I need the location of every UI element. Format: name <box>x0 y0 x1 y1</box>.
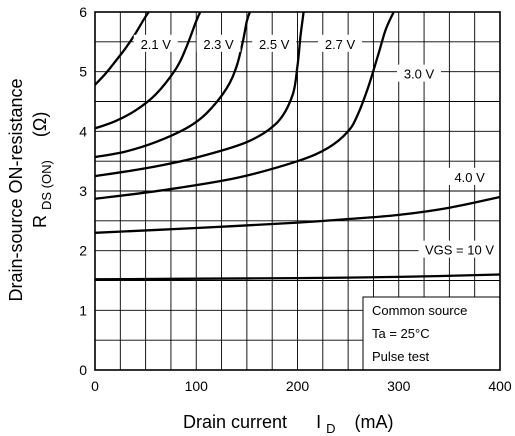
series-labels: 2.1 V 2.3 V 2.5 V 2.7 V 3.0 V 4.0 V VGS = 10 V <box>133 34 501 258</box>
y-axis-subscript: DS (ON) <box>39 160 54 210</box>
series-label-bg-0 <box>133 34 178 52</box>
series-label-3: 2.7 V <box>325 37 356 52</box>
x-tick-label: 400 <box>488 378 512 394</box>
annotation-box: Common source Ta = 25°C Pulse test <box>362 296 501 371</box>
series-line-5 <box>95 195 500 234</box>
annotation-line-2: Ta = 25°C <box>372 326 430 341</box>
y-tick-label: 6 <box>79 4 87 20</box>
x-tick-label: 100 <box>185 378 209 394</box>
x-axis-subscript: D <box>326 421 335 436</box>
series-line-1 <box>95 12 202 130</box>
series-label-5: 4.0 V <box>454 170 485 185</box>
x-tick-labels: 0 100 200 300 400 <box>91 378 512 394</box>
series-label-bg-4 <box>397 64 441 82</box>
series-layer <box>95 12 500 281</box>
series-label-bg-1 <box>196 34 241 52</box>
y-axis-symbol: R <box>30 215 50 228</box>
y-tick-labels: 0 1 2 3 4 5 6 <box>79 4 87 378</box>
x-tick-label: 200 <box>286 378 310 394</box>
x-axis-unit: (mA) <box>355 412 394 432</box>
y-tick-label: 5 <box>79 64 87 80</box>
y-axis-title-line-2: R DS (ON) (Ω) <box>30 112 55 228</box>
series-label-1: 2.3 V <box>203 37 234 52</box>
series-label-bg-2 <box>252 34 297 52</box>
y-axis-title-line-1: Drain-source ON-resistance <box>6 78 26 301</box>
series-label-bg-6 <box>418 240 501 258</box>
plot-frame <box>94 11 501 371</box>
annotation-box-frame <box>362 296 501 371</box>
series-label-6: VGS = 10 V <box>425 243 494 258</box>
series-line-2 <box>95 12 251 159</box>
series-label-bg-3 <box>318 34 363 52</box>
series-line-3 <box>95 12 305 178</box>
series-line-6 <box>95 273 500 281</box>
y-tick-label: 0 <box>79 362 87 378</box>
x-axis-title-main: Drain current <box>183 412 287 432</box>
x-tick-label: 0 <box>91 378 99 394</box>
x-axis-title: Drain current I D (mA) <box>183 412 394 436</box>
series-line-4 <box>95 12 395 200</box>
y-tick-label: 1 <box>79 302 87 318</box>
series-label-2: 2.5 V <box>259 37 290 52</box>
annotation-line-3: Pulse test <box>372 349 429 364</box>
series-label-4: 3.0 V <box>404 67 435 82</box>
x-tick-label: 300 <box>387 378 411 394</box>
y-tick-label: 3 <box>79 183 87 199</box>
y-axis-unit: (Ω) <box>30 112 50 137</box>
annotation-line-1: Common source <box>372 303 467 318</box>
series-line-0 <box>95 12 150 86</box>
x-axis-symbol: I <box>316 412 321 432</box>
y-tick-label: 4 <box>79 123 87 139</box>
series-label-bg-5 <box>447 167 492 185</box>
y-tick-label: 2 <box>79 243 87 259</box>
series-label-0: 2.1 V <box>141 37 172 52</box>
